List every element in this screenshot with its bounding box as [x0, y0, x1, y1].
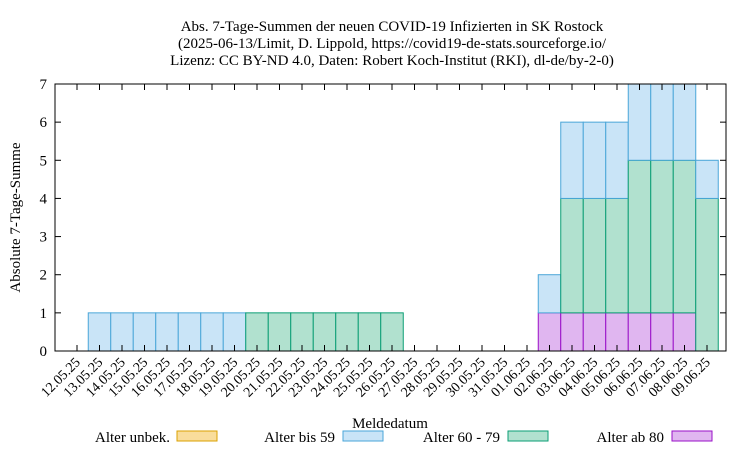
- bar-segment: [650, 84, 674, 161]
- bar-segment: [627, 84, 652, 161]
- legend-swatch: [507, 430, 549, 442]
- y-tick-label: 2: [40, 268, 48, 284]
- legend-swatch: [342, 430, 384, 442]
- bar-segment: [582, 197, 607, 314]
- bar-segment: [695, 159, 719, 199]
- y-tick-label: 6: [40, 115, 48, 131]
- bar-segment: [650, 159, 674, 314]
- bar-segment: [695, 197, 719, 351]
- bar-segment: [582, 121, 607, 199]
- bar-segment: [605, 197, 629, 314]
- y-tick-label: 7: [40, 77, 48, 93]
- y-axis-label: Absolute 7-Tage-Summe: [8, 142, 24, 293]
- bar-segment: [672, 159, 697, 314]
- chart-title-line: (2025-06-13/Limit, D. Lippold, https://c…: [178, 36, 607, 52]
- chart-title-line: Abs. 7-Tage-Summen der neuen COVID-19 In…: [181, 19, 604, 35]
- y-tick-label: 4: [40, 191, 48, 207]
- y-axis: 0 1 2 3 4 5 6 7: [40, 77, 726, 360]
- bar-segment: [560, 121, 584, 199]
- y-tick-label: 0: [40, 344, 48, 360]
- legend-swatch: [671, 430, 713, 442]
- bar-segment: [380, 312, 404, 351]
- chart-title-line: Lizenz: CC BY-ND 4.0, Daten: Robert Koch…: [170, 53, 614, 69]
- bar-segment: [605, 121, 629, 199]
- bar-segment: [537, 274, 562, 314]
- legend-label: Alter bis 59: [264, 430, 335, 446]
- y-tick-label: 1: [40, 306, 48, 322]
- legend-label: Alter unbek.: [95, 430, 170, 446]
- y-tick-label: 5: [40, 153, 48, 169]
- x-axis-label: Meldedatum: [352, 416, 428, 432]
- legend-swatch: [176, 430, 218, 442]
- bar-segment: [672, 84, 697, 161]
- legend: Alter unbek. Alter bis 59 Alter 60 - 79 Alt…: [95, 430, 713, 446]
- bar-segment: [560, 197, 584, 314]
- legend-label: Alter 60 - 79: [423, 430, 500, 446]
- legend-label: Alter ab 80: [597, 430, 664, 446]
- y-tick-label: 3: [40, 230, 48, 246]
- bars-layer: [87, 84, 719, 351]
- chart-title: Abs. 7-Tage-Summen der neuen COVID-19 In…: [170, 19, 614, 69]
- plot-frame: [54, 83, 727, 352]
- bar-segment: [627, 159, 652, 314]
